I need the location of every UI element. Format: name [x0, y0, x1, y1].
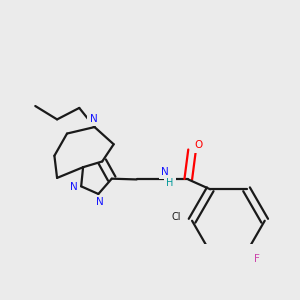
Text: F: F	[254, 254, 260, 264]
Text: Cl: Cl	[171, 212, 181, 222]
Text: O: O	[195, 140, 203, 150]
Text: N: N	[96, 197, 104, 207]
Text: N: N	[90, 114, 98, 124]
Text: N: N	[161, 167, 169, 177]
Text: H: H	[166, 178, 174, 188]
Text: N: N	[70, 182, 77, 193]
